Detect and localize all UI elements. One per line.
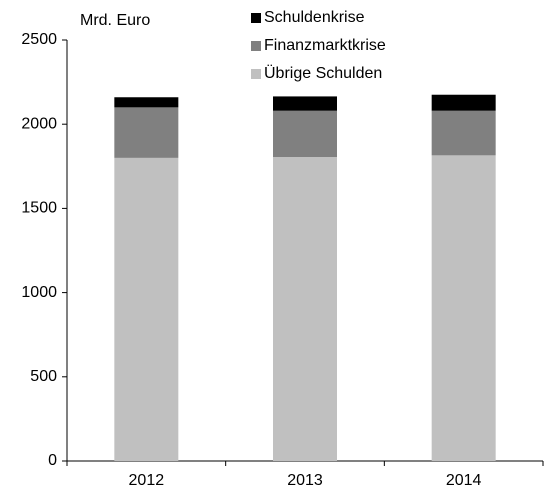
legend-label: Übrige Schulden	[264, 64, 382, 82]
y-tick-label: 0	[48, 452, 57, 469]
y-tick-label: 1000	[21, 284, 57, 301]
bar-segment	[273, 110, 337, 158]
y-tick-label: 500	[30, 368, 57, 385]
legend-swatch	[251, 41, 261, 51]
x-tick-label: 2014	[446, 472, 482, 489]
bar-segment	[273, 157, 337, 461]
legend-swatch	[251, 69, 261, 79]
bar-segment	[114, 97, 179, 108]
legend-swatch	[251, 13, 261, 23]
y-axis-label: Mrd. Euro	[80, 12, 150, 29]
legend-label: Schuldenkrise	[264, 9, 365, 26]
x-tick-label: 2013	[287, 472, 323, 489]
x-tick-label: 2012	[129, 472, 165, 489]
bar-segment	[431, 155, 496, 461]
y-tick-label: 2500	[21, 31, 57, 48]
bar-segment	[273, 96, 337, 111]
legend-label: Finanzmarktkrise	[264, 37, 386, 54]
y-tick-label: 2000	[21, 115, 57, 132]
bar-segment	[114, 157, 179, 461]
bar-segment	[114, 107, 179, 158]
y-tick-label: 1500	[21, 200, 57, 217]
bar-segment	[431, 110, 496, 156]
bar-segment	[431, 94, 496, 111]
